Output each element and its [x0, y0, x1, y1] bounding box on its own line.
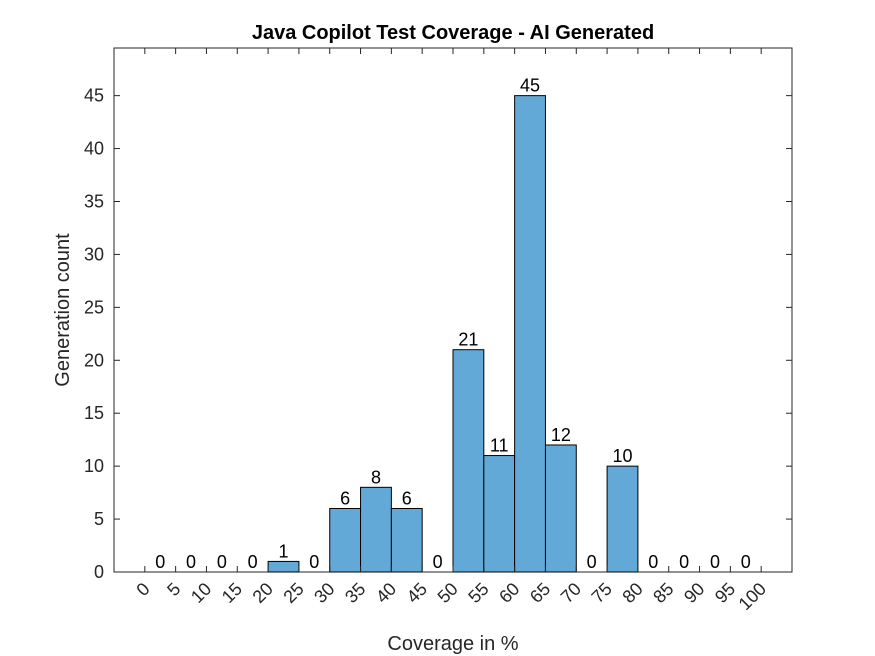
bar-60 — [514, 95, 546, 573]
bar-30 — [329, 507, 362, 573]
bar-label-5: 0 — [186, 552, 196, 572]
bar-label-80: 0 — [648, 552, 658, 572]
bar-label-25: 0 — [309, 552, 319, 572]
bar-label-20: 1 — [278, 541, 288, 561]
bar-label-0: 0 — [155, 552, 165, 572]
bar-75 — [606, 465, 639, 573]
bars-group — [267, 95, 639, 573]
bar-label-15: 0 — [248, 552, 258, 572]
x-axis-label: Coverage in % — [387, 633, 518, 655]
bar-50 — [452, 349, 485, 573]
y-tick-label-0: 0 — [94, 562, 104, 582]
bar-40 — [390, 507, 423, 573]
y-tick-label-30: 30 — [84, 244, 104, 264]
bar-55 — [483, 455, 516, 573]
bar-label-10: 0 — [217, 552, 227, 572]
bar-label-85: 0 — [679, 552, 689, 572]
y-tick-label-10: 10 — [84, 456, 104, 476]
y-tick-label-40: 40 — [84, 139, 104, 159]
bar-label-50: 21 — [458, 330, 478, 350]
bar-65 — [544, 444, 577, 573]
y-tick-label-25: 25 — [84, 297, 104, 317]
bar-label-55: 11 — [490, 436, 509, 456]
bar-label-70: 0 — [587, 552, 597, 572]
chart-title: Java Copilot Test Coverage - AI Generate… — [252, 22, 654, 44]
bar-label-95: 0 — [741, 552, 751, 572]
bar-label-65: 12 — [551, 425, 571, 445]
y-axis-label: Generation count — [52, 233, 74, 387]
bar-label-30: 6 — [340, 488, 350, 508]
y-tick-label-15: 15 — [84, 403, 104, 423]
y-tick-label-35: 35 — [84, 191, 104, 211]
bar-label-40: 6 — [402, 488, 412, 508]
bar-20 — [267, 560, 300, 573]
y-tick-label-5: 5 — [94, 509, 104, 529]
bar-label-90: 0 — [710, 552, 720, 572]
y-tick-label-20: 20 — [84, 350, 104, 370]
bar-35 — [360, 486, 392, 573]
bar-label-45: 0 — [433, 552, 443, 572]
y-tick-label-45: 45 — [84, 86, 104, 106]
bar-label-35: 8 — [371, 467, 381, 487]
bar-label-75: 10 — [612, 446, 632, 466]
bar-label-60: 45 — [520, 76, 540, 96]
